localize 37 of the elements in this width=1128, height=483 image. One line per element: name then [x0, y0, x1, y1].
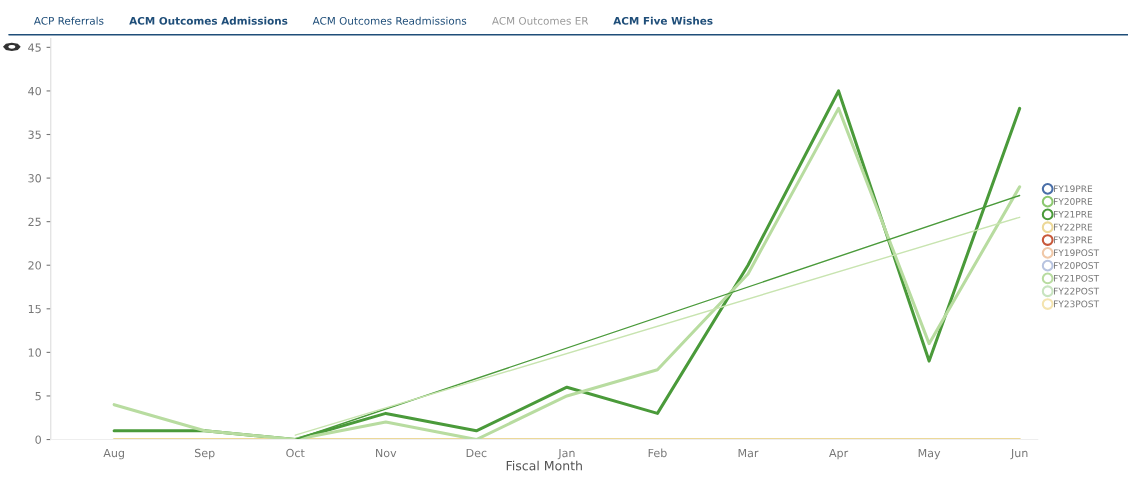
legend-label: FY20PRE: [1053, 198, 1093, 205]
text: ACM Outcomes Admissions: [129, 16, 288, 25]
x-tick-label: Nov: [376, 448, 397, 458]
x-tick-label: Jan: [557, 448, 575, 460]
y-tick-label: 5: [35, 392, 41, 401]
legend-label: FY22PRE: [1053, 223, 1093, 231]
legend-label: FY21PRE: [1053, 210, 1093, 218]
legend-label: FY21POST: [1053, 274, 1100, 282]
y-tick-label: 45: [28, 43, 41, 52]
legend-label: FY19POST: [1053, 249, 1100, 257]
y-tick-label: 20: [28, 261, 41, 270]
x-tick-label: Dec: [466, 448, 487, 458]
legend-label: FY23PRE: [1053, 236, 1093, 244]
y-tick-label: 0: [35, 435, 41, 444]
x-tick-label: Jun: [1010, 448, 1028, 460]
x-tick-label: Feb: [648, 448, 667, 458]
y-tick-label: 15: [28, 304, 41, 314]
text: ACM Five Wishes: [613, 16, 713, 25]
x-tick-label: May: [918, 448, 941, 460]
text: ACM Outcomes ER: [491, 16, 589, 25]
legend-label: FY20POST: [1053, 262, 1100, 269]
legend-label: FY23POST: [1053, 300, 1100, 308]
x-tick-label: Aug: [103, 448, 124, 460]
x-tick-label: Oct: [286, 448, 305, 458]
x-tick-label: Sep: [194, 448, 215, 460]
legend-label: FY19PRE: [1053, 185, 1093, 193]
x-axis-title: Fiscal Month: [506, 460, 582, 471]
legend-label: FY22POST: [1053, 287, 1100, 295]
text: ACM Outcomes Readmissions: [312, 16, 467, 25]
y-tick-label: 40: [28, 86, 41, 96]
y-tick-label: 30: [28, 174, 41, 183]
y-tick-label: 10: [28, 348, 41, 357]
text: ACP Referrals: [33, 16, 104, 25]
y-tick-label: 35: [28, 130, 41, 139]
x-tick-label: Mar: [738, 448, 759, 458]
y-tick-label: 25: [28, 217, 41, 227]
x-tick-label: Apr: [829, 448, 849, 460]
